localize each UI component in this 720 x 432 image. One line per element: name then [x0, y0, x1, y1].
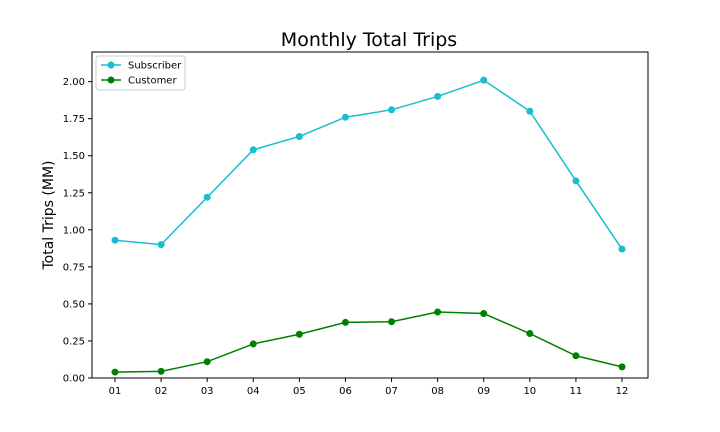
x-axis-ticks: 01 02 03 04 05 06 07 08 09 10 11 12: [109, 378, 629, 397]
customer-legend-label: Customer: [128, 76, 177, 87]
x-tick-label: 07: [385, 386, 398, 397]
subscriber-data-point: [526, 107, 534, 115]
x-tick-label: 04: [247, 386, 260, 397]
customer-data-point: [388, 318, 396, 326]
subscriber-data-point: [157, 241, 165, 249]
subscriber-data-point: [618, 245, 626, 253]
customer-data-point: [526, 330, 534, 338]
customer-data-point: [618, 363, 626, 371]
subscriber-data-point: [388, 106, 396, 114]
customer-data-point: [249, 340, 257, 348]
y-tick-label: 0.25: [63, 336, 85, 347]
x-tick-label: 12: [616, 386, 629, 397]
x-tick-label: 01: [109, 386, 122, 397]
customer-data-point: [295, 330, 303, 338]
x-tick-label: 03: [201, 386, 214, 397]
subscriber-data-point: [203, 193, 211, 201]
x-tick-label: 11: [570, 386, 583, 397]
x-tick-label: 09: [477, 386, 490, 397]
subscriber-data-point: [572, 177, 580, 185]
y-tick-label: 2.00: [63, 77, 85, 88]
y-tick-label: 0.75: [63, 262, 85, 273]
customer-data-point: [157, 367, 165, 375]
customer-series-line: [114, 311, 623, 373]
y-tick-label: 1.50: [63, 151, 85, 162]
customer-legend-marker: [107, 76, 115, 84]
subscriber-legend-marker: [107, 61, 115, 69]
y-axis-label: Total Trips (MM): [41, 161, 57, 271]
subscriber-data-point: [480, 76, 488, 84]
subscriber-data-point: [434, 92, 442, 100]
customer-data-point: [341, 318, 349, 326]
y-tick-label: 1.75: [63, 114, 85, 125]
subscriber-legend-label: Subscriber: [128, 61, 182, 72]
subscriber-data-point: [111, 236, 119, 244]
x-tick-label: 10: [523, 386, 536, 397]
series-layer: [111, 76, 626, 376]
plot-area-frame: [91, 51, 649, 379]
customer-data-point: [203, 358, 211, 366]
x-tick-label: 05: [293, 386, 306, 397]
customer-data-point: [434, 308, 442, 316]
subscriber-data-point: [249, 146, 257, 154]
customer-data-point: [480, 310, 488, 318]
legend: Subscriber Customer: [95, 55, 186, 91]
subscriber-data-point: [295, 132, 303, 140]
x-tick-label: 08: [431, 386, 444, 397]
y-tick-label: 0.50: [63, 299, 85, 310]
y-tick-label: 0.00: [63, 374, 85, 385]
chart-title: Monthly Total Trips: [281, 29, 457, 51]
subscriber-data-point: [341, 113, 349, 121]
y-axis-ticks: 0.00 0.25 0.50 0.75 1.00 1.25 1.50 1.75 2.00: [63, 77, 92, 385]
x-tick-label: 06: [339, 386, 352, 397]
customer-data-point: [111, 368, 119, 376]
x-tick-label: 02: [155, 386, 168, 397]
y-tick-label: 1.25: [63, 188, 85, 199]
customer-data-point: [572, 352, 580, 360]
y-tick-label: 1.00: [63, 225, 85, 236]
subscriber-series-line: [114, 79, 623, 250]
